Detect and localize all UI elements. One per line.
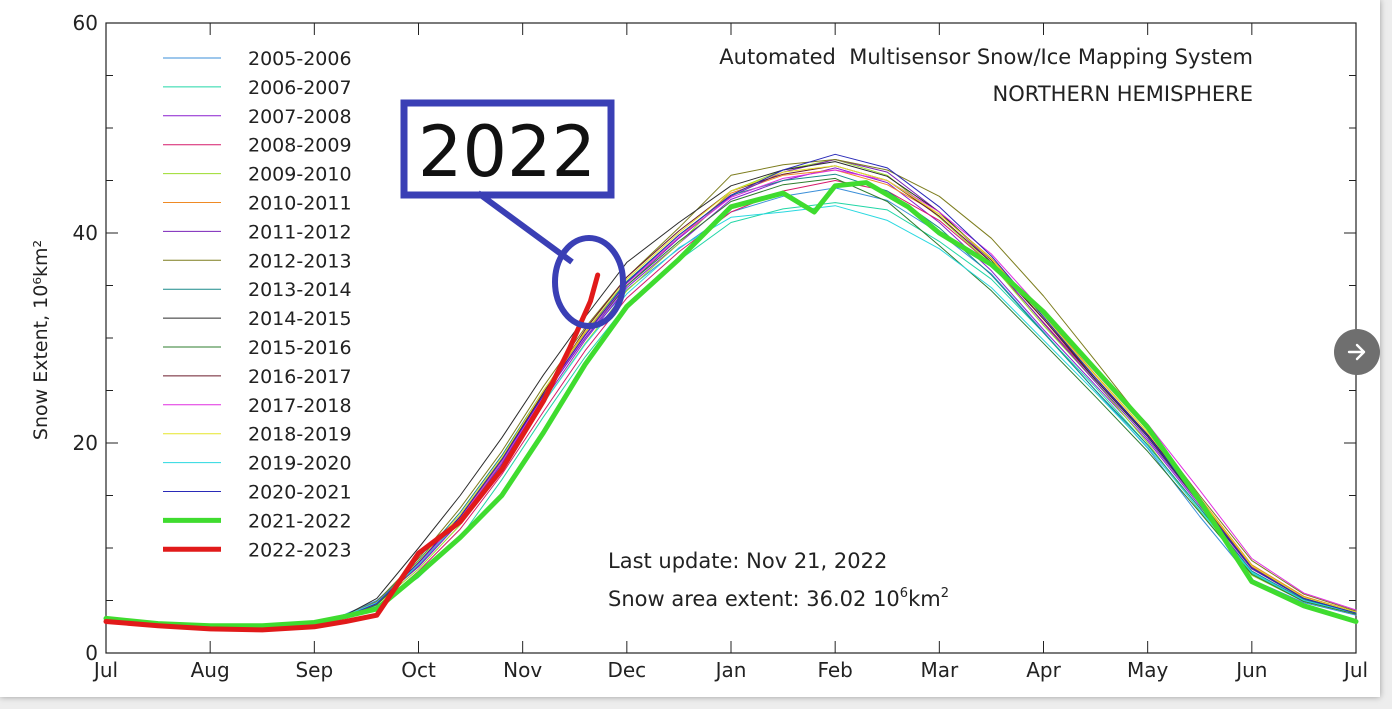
y-axis-label: Snow Extent, 10⁶km²: [30, 240, 52, 440]
x-tick-label: Jan: [714, 658, 747, 682]
extent-unit-sup: 2: [941, 586, 949, 601]
legend-label: 2021-2022: [248, 510, 352, 532]
x-tick-label: Apr: [1026, 658, 1061, 682]
legend-label: 2010-2011: [248, 193, 352, 215]
legend-label: 2016-2017: [248, 366, 352, 388]
chart-subtitle: NORTHERN HEMISPHERE: [993, 82, 1253, 106]
x-tick-label: May: [1127, 658, 1169, 682]
extent-prefix: Snow area extent: 36.02 10: [608, 587, 900, 611]
x-tick-label: Feb: [817, 658, 852, 682]
x-tick-label: Mar: [920, 658, 959, 682]
legend-label: 2019-2020: [248, 453, 352, 475]
legend-label: 2017-2018: [248, 395, 352, 417]
extent-suffix: km: [908, 587, 941, 611]
x-tick-label: Oct: [401, 658, 436, 682]
chart-frame: 0 20 40 60 Jul Aug Sep Oct Nov Dec Jan Feb Mar Apr May…: [0, 0, 1380, 697]
next-image-button[interactable]: [1334, 329, 1380, 375]
x-tick-label: Jun: [1234, 658, 1267, 682]
callout-circle: [552, 235, 626, 329]
legend-label: 2020-2021: [248, 482, 352, 504]
x-tick-label: Aug: [191, 658, 230, 682]
legend-label: 2018-2019: [248, 424, 352, 446]
legend: 2005-2006 2006-2007 2007-2008 2008-2009 2009…: [163, 48, 352, 561]
series-line-2022-2023: [103, 272, 601, 633]
legend-label: 2011-2012: [248, 221, 352, 243]
legend-label: 2013-2014: [248, 279, 352, 301]
chart-title: Automated Multisensor Snow/Ice Mapping S…: [719, 45, 1253, 69]
x-tick-label: Jul: [92, 658, 118, 682]
legend-label: 2006-2007: [248, 77, 352, 99]
legend-label: 2007-2008: [248, 106, 352, 128]
snow-area-extent-text: Snow area extent: 36.02 106km2: [608, 586, 949, 611]
y-tick-label: 0: [85, 641, 98, 665]
legend-label: 2015-2016: [248, 337, 352, 359]
x-tick-label: Dec: [607, 658, 646, 682]
legend-label: 2008-2009: [248, 135, 352, 157]
y-tick-label: 20: [73, 431, 98, 455]
x-tick-label: Nov: [503, 658, 542, 682]
legend-label: 2014-2015: [248, 308, 352, 330]
series-layer: [103, 153, 1359, 633]
arrow-right-icon: [1347, 343, 1366, 361]
extent-sup: 6: [900, 586, 908, 601]
x-tick-label: Jul: [1342, 658, 1368, 682]
callout-label: 2022: [418, 111, 596, 193]
legend-label: 2009-2010: [248, 164, 352, 186]
y-tick-label: 40: [73, 221, 98, 245]
callout-2022: 2022: [400, 99, 626, 329]
callout-box: [400, 99, 615, 199]
legend-label: 2005-2006: [248, 48, 352, 70]
x-tick-label: Sep: [295, 658, 333, 682]
axes: 0 20 40 60 Jul Aug Sep Oct Nov Dec Jan Feb Mar Apr May…: [73, 11, 1369, 682]
series-line-2021-2022: [103, 180, 1359, 629]
last-update-text: Last update: Nov 21, 2022: [608, 549, 887, 573]
legend-label: 2022-2023: [248, 539, 352, 561]
y-tick-label: 60: [73, 11, 98, 35]
legend-label: 2012-2013: [248, 250, 352, 272]
callout-pointer: [476, 190, 574, 265]
snow-extent-chart: 0 20 40 60 Jul Aug Sep Oct Nov Dec Jan Feb Mar Apr May…: [30, 11, 1369, 682]
